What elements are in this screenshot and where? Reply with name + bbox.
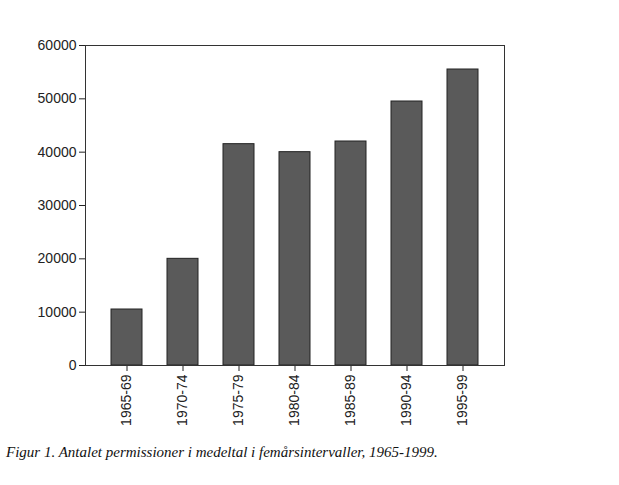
- svg-text:40000: 40000: [38, 144, 77, 160]
- svg-text:1965-69: 1965-69: [118, 374, 134, 426]
- svg-text:1975-79: 1975-79: [230, 374, 246, 426]
- svg-text:1985-89: 1985-89: [342, 374, 358, 426]
- svg-text:1980-84: 1980-84: [286, 374, 302, 426]
- svg-text:1990-94: 1990-94: [398, 374, 414, 426]
- svg-text:50000: 50000: [38, 90, 77, 106]
- html-text:Figur 1. Antalet permissioner: Figur 1. Antalet permissioner i medeltal…: [6, 444, 438, 460]
- svg-text:60000: 60000: [38, 37, 77, 53]
- svg-text:30000: 30000: [38, 197, 77, 213]
- svg-text:0: 0: [69, 357, 77, 373]
- svg-text:1995-99: 1995-99: [454, 374, 470, 426]
- svg-text:10000: 10000: [38, 304, 77, 320]
- svg-text:1970-74: 1970-74: [174, 374, 190, 426]
- svg-text:20000: 20000: [38, 250, 77, 266]
